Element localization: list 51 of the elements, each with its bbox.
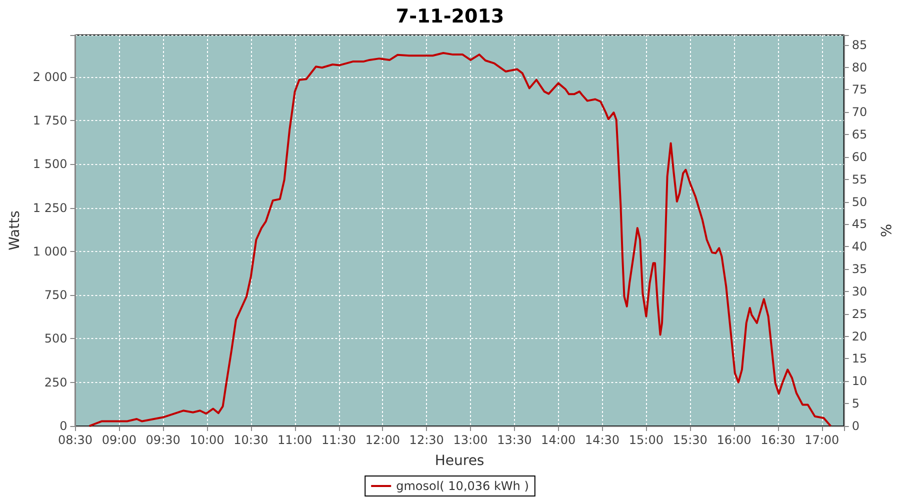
y2-tick-label: 0 <box>852 419 860 433</box>
y2-tick-label: 65 <box>852 128 868 142</box>
y-axis-title: Watts <box>7 210 23 250</box>
y-tick-label: 1 000 <box>32 244 68 258</box>
x-tick-label: 12:00 <box>365 433 400 447</box>
x-tick-label: 13:30 <box>497 433 532 447</box>
x-tick-label: 15:00 <box>628 433 664 447</box>
y2-tick-label: 45 <box>852 217 868 232</box>
y-tick-label: 500 <box>44 332 68 346</box>
y2-tick-label: 55 <box>852 172 868 186</box>
x-tick-label: 12:30 <box>409 433 444 447</box>
y-tick-label: 2 000 <box>32 70 68 84</box>
y2-tick-label: 70 <box>852 105 868 120</box>
x-tick-label: 11:30 <box>321 433 356 447</box>
x-tick-label: 10:30 <box>234 433 268 447</box>
line-series <box>88 52 832 427</box>
y-tick-label: 1 250 <box>32 200 68 215</box>
x-tick-label: 15:30 <box>672 433 708 447</box>
y2-tick-label: 20 <box>852 329 868 344</box>
y-tick-label: 1 500 <box>32 157 68 172</box>
x-tick-label: 08:30 <box>58 433 93 447</box>
y2-tick-label: 25 <box>852 306 868 321</box>
y2-tick-label: 5 <box>852 396 860 411</box>
x-tick-label: 16:30 <box>760 433 796 447</box>
y2-tick-label: 35 <box>852 262 868 276</box>
y2-tick-label: 85 <box>852 38 868 52</box>
x-tick-label: 10:00 <box>190 433 224 447</box>
x-tick-label: 16:00 <box>716 433 752 447</box>
x-tick-label: 14:00 <box>541 433 576 447</box>
x-tick-label: 09:30 <box>146 433 180 447</box>
y2-tick-label: 75 <box>852 82 868 97</box>
y2-tick-label: 15 <box>852 352 868 366</box>
y2-tick-label: 30 <box>852 284 868 298</box>
x-tick-label: 17:00 <box>804 433 840 447</box>
y2-tick-label: 80 <box>852 60 868 74</box>
y2-axis-title: % <box>877 224 893 238</box>
x-tick-label: 11:00 <box>278 433 312 447</box>
x-tick-label: 09:00 <box>102 433 136 447</box>
chart-title: 7-11-2013 <box>396 6 504 28</box>
y-tick-label: 750 <box>44 288 68 302</box>
y-tick-label: 250 <box>44 375 68 390</box>
y2-tick-label: 40 <box>852 240 868 254</box>
y-tick-label: 1 750 <box>32 114 68 128</box>
x-tick-label: 13:00 <box>453 433 488 447</box>
x-tick-label: 14:30 <box>584 433 620 447</box>
legend-label: gmosol( 10,036 kWh ) <box>396 479 529 493</box>
y2-tick-label: 50 <box>852 194 868 209</box>
x-axis-title: Heures <box>434 453 484 469</box>
y2-tick-label: 60 <box>852 150 868 164</box>
y-tick-label: 0 <box>60 419 68 433</box>
y2-tick-label: 10 <box>852 374 868 388</box>
